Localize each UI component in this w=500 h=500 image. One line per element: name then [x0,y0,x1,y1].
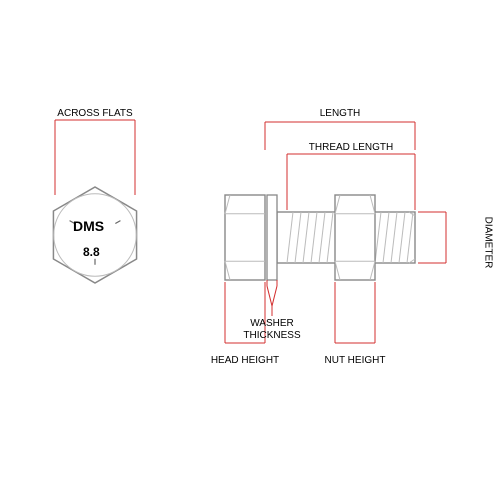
label-head-height: HEAD HEIGHT [211,355,279,366]
label-across-flats: ACROSS FLATS [57,108,132,119]
label-nut-height: NUT HEIGHT [325,355,386,366]
label-washer-thickness: WASHERTHICKNESS [243,318,300,341]
label-diameter: DIAMETER [462,237,500,248]
dimension-lines [0,0,500,500]
label-length: LENGTH [320,108,361,119]
label-thread-length: THREAD LENGTH [309,142,393,153]
